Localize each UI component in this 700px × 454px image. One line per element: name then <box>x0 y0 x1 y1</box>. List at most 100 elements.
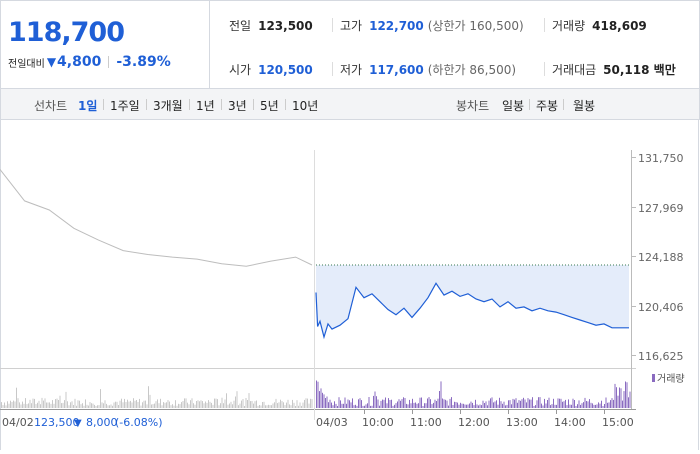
volume-bar <box>499 397 500 408</box>
volume-bar <box>181 402 182 408</box>
volume-bar <box>26 404 28 408</box>
volume-bar <box>118 405 119 408</box>
volume-bar <box>163 402 164 408</box>
period-5year[interactable]: 5년 <box>260 99 279 113</box>
volume-bar <box>17 398 19 408</box>
volume-bar <box>605 397 607 408</box>
volume-bar <box>262 402 263 408</box>
volume-bar <box>346 403 347 408</box>
volume-bar <box>35 404 37 408</box>
period-1day[interactable]: 1일 <box>78 99 98 113</box>
volume-bar <box>113 402 115 408</box>
price-chart: 131,750 127,969 124,188 120,406 116,625 … <box>0 119 700 450</box>
volume-bar <box>508 400 509 408</box>
volume-bar <box>344 397 346 408</box>
lower-limit: (하한가 86,500) <box>427 63 517 77</box>
volume-bar <box>371 405 373 408</box>
period-1year[interactable]: 1년 <box>196 99 215 113</box>
x-tick-label: 13:00 <box>506 416 538 429</box>
volume-bar <box>109 405 110 408</box>
period-3year[interactable]: 3년 <box>228 99 247 113</box>
volume-bar <box>626 382 628 408</box>
volume-bar <box>338 397 340 408</box>
y-tick-label: 124,188 <box>638 251 684 264</box>
today-date-label: 04/03 <box>316 416 348 429</box>
volume-bar <box>152 404 154 408</box>
volume-bar <box>355 404 356 408</box>
volume-bar <box>601 400 602 408</box>
volume-bar <box>278 402 280 408</box>
volume-bar <box>155 401 157 408</box>
volume-bar <box>250 401 251 408</box>
today-price-area <box>316 265 629 337</box>
volume-bar <box>31 403 32 408</box>
volume-bar <box>511 404 512 408</box>
volume-bar <box>485 401 487 408</box>
volume-bar <box>374 391 376 408</box>
volume-bar <box>464 404 466 408</box>
volume-bar <box>382 399 383 408</box>
candle-chart-label: 봉차트 <box>456 99 490 113</box>
candle-monthly[interactable]: 월봉 <box>573 99 596 113</box>
x-tick-label: 14:00 <box>554 416 586 429</box>
divider <box>563 99 564 110</box>
volume-bar <box>397 401 398 408</box>
x-tick-label: 10:00 <box>362 416 394 429</box>
volume-bar <box>11 402 13 408</box>
volume-bar <box>82 403 83 408</box>
prev-change-rate: (-6.08%) <box>115 416 163 429</box>
volume-bar <box>332 405 334 408</box>
open-value: 120,500 <box>258 62 313 77</box>
open-stat: 시가 120,500 <box>229 61 313 78</box>
volume-bar <box>38 400 40 408</box>
period-3month[interactable]: 3개월 <box>153 99 183 113</box>
volume-bar <box>611 398 613 408</box>
volume-bar <box>419 397 421 408</box>
volume-bar <box>389 400 391 408</box>
volume-bar <box>200 400 202 408</box>
series-layer <box>0 169 629 340</box>
volume-bar <box>407 404 409 408</box>
volume-bar <box>83 405 85 408</box>
period-1week[interactable]: 1주일 <box>110 99 140 113</box>
volume-bar <box>548 397 550 408</box>
volume-bar <box>620 388 622 408</box>
period-10year[interactable]: 10년 <box>292 99 319 113</box>
prev-close-value: 123,500 <box>34 416 80 429</box>
volume-bar <box>329 399 331 408</box>
volume-bar <box>373 395 374 408</box>
volume-bar <box>433 402 434 408</box>
volume-bar <box>490 398 491 408</box>
volume-bar <box>101 402 103 408</box>
volume-bar <box>563 401 565 408</box>
candle-weekly[interactable]: 주봉 <box>536 99 559 113</box>
volume-bar <box>422 406 424 408</box>
volume-bar <box>110 404 112 408</box>
volume-bar <box>223 403 224 408</box>
amount-label: 거래대금 <box>552 63 597 77</box>
volume-bar <box>167 400 169 408</box>
volume-bar <box>125 402 127 408</box>
volume-bar <box>416 403 418 408</box>
volume-bar <box>158 403 160 408</box>
volume-bar <box>4 402 5 408</box>
volume-bar <box>515 398 517 408</box>
volume-bar <box>517 402 518 408</box>
volume-bar <box>413 402 415 408</box>
volume-bars <box>1 380 631 408</box>
volume-bar <box>509 400 511 408</box>
prev-day-summary: 04/02 123,500 ▼ 8,000 (-6.08%) <box>2 416 163 429</box>
volume-bar <box>179 404 181 408</box>
volume-bar <box>97 405 98 408</box>
volume-bar <box>310 398 311 408</box>
volume-bar <box>92 403 94 408</box>
divider <box>108 56 110 68</box>
divider <box>332 62 333 76</box>
volume-bar <box>335 403 337 408</box>
price-change: 전일대비 ▼ 4,800 -3.89% <box>8 54 171 70</box>
volume-bar <box>596 404 598 408</box>
candle-daily[interactable]: 일봉 <box>502 99 525 113</box>
volume-bar <box>229 403 230 408</box>
volume-bar <box>2 405 4 408</box>
volume-bar <box>478 405 479 408</box>
